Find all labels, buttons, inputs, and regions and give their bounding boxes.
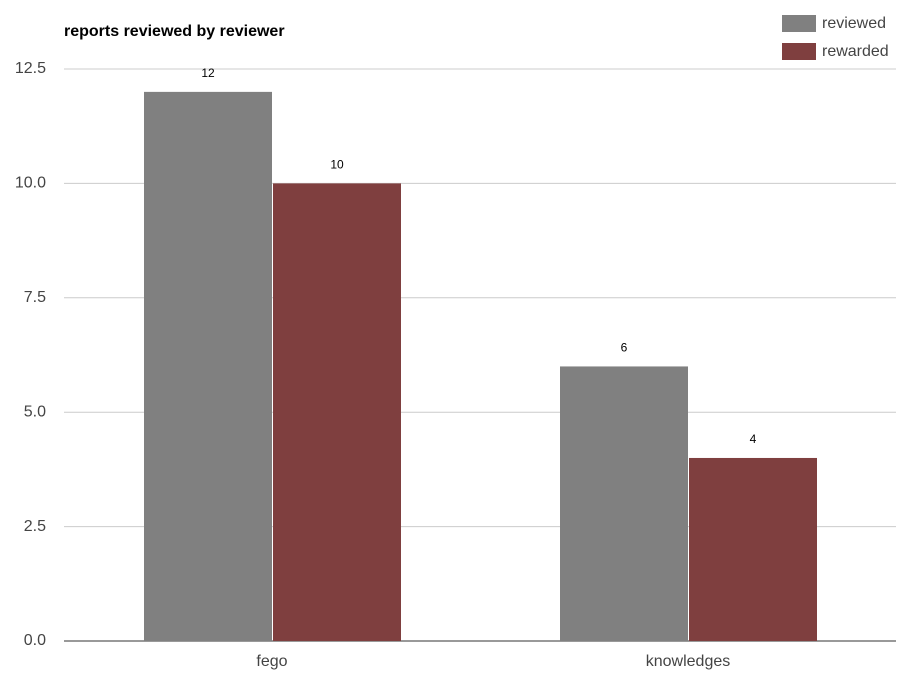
- chart-title: reports reviewed by reviewer: [64, 23, 285, 40]
- y-tick-label: 0.0: [24, 632, 46, 649]
- y-tick-label: 12.5: [15, 60, 46, 77]
- data-label: 10: [330, 158, 344, 172]
- y-tick-label: 10.0: [15, 175, 46, 192]
- data-label: 12: [201, 66, 215, 80]
- y-tick-label: 7.5: [24, 289, 46, 306]
- bar: [560, 366, 688, 641]
- bar: [144, 91, 272, 641]
- data-label: 4: [750, 432, 757, 446]
- legend-label: reviewed: [822, 15, 886, 32]
- bar: [689, 457, 817, 641]
- x-tick-label: fego: [256, 653, 287, 670]
- y-tick-label: 5.0: [24, 403, 46, 420]
- y-tick-label: 2.5: [24, 518, 46, 535]
- legend-label: rewarded: [822, 43, 889, 60]
- legend-swatch: [782, 43, 816, 60]
- x-tick-label: knowledges: [646, 653, 731, 670]
- bar: [273, 183, 401, 641]
- data-label: 6: [621, 341, 628, 355]
- legend-swatch: [782, 15, 816, 32]
